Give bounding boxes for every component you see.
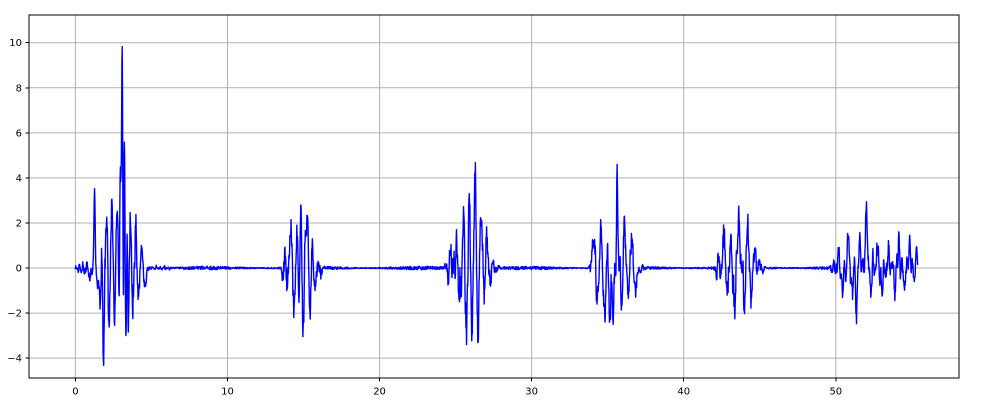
x-tick-label: 10: [221, 387, 234, 398]
x-tick-label: 20: [373, 387, 386, 398]
y-tick-label: 0: [16, 264, 22, 275]
y-tick-label: −4: [7, 354, 22, 365]
x-axis: 0 10 20 30 40 50: [72, 378, 842, 398]
signal-line: [74, 45, 919, 367]
y-axis: −4 −2 0 2 4 6 8 10: [7, 38, 29, 365]
axes-box: [28, 14, 960, 379]
plot-background: [29, 15, 959, 378]
y-tick-label: 10: [9, 38, 22, 49]
x-tick-label: 40: [677, 387, 690, 398]
y-tick-label: 2: [16, 218, 22, 229]
x-tick-label: 50: [829, 387, 842, 398]
y-tick-label: −2: [7, 309, 22, 320]
y-tick-label: 6: [16, 128, 22, 139]
x-tick-label: 30: [525, 387, 538, 398]
y-tick-label: 8: [16, 83, 22, 94]
y-tick-label: 4: [16, 173, 22, 184]
x-tick-label: 0: [72, 387, 78, 398]
